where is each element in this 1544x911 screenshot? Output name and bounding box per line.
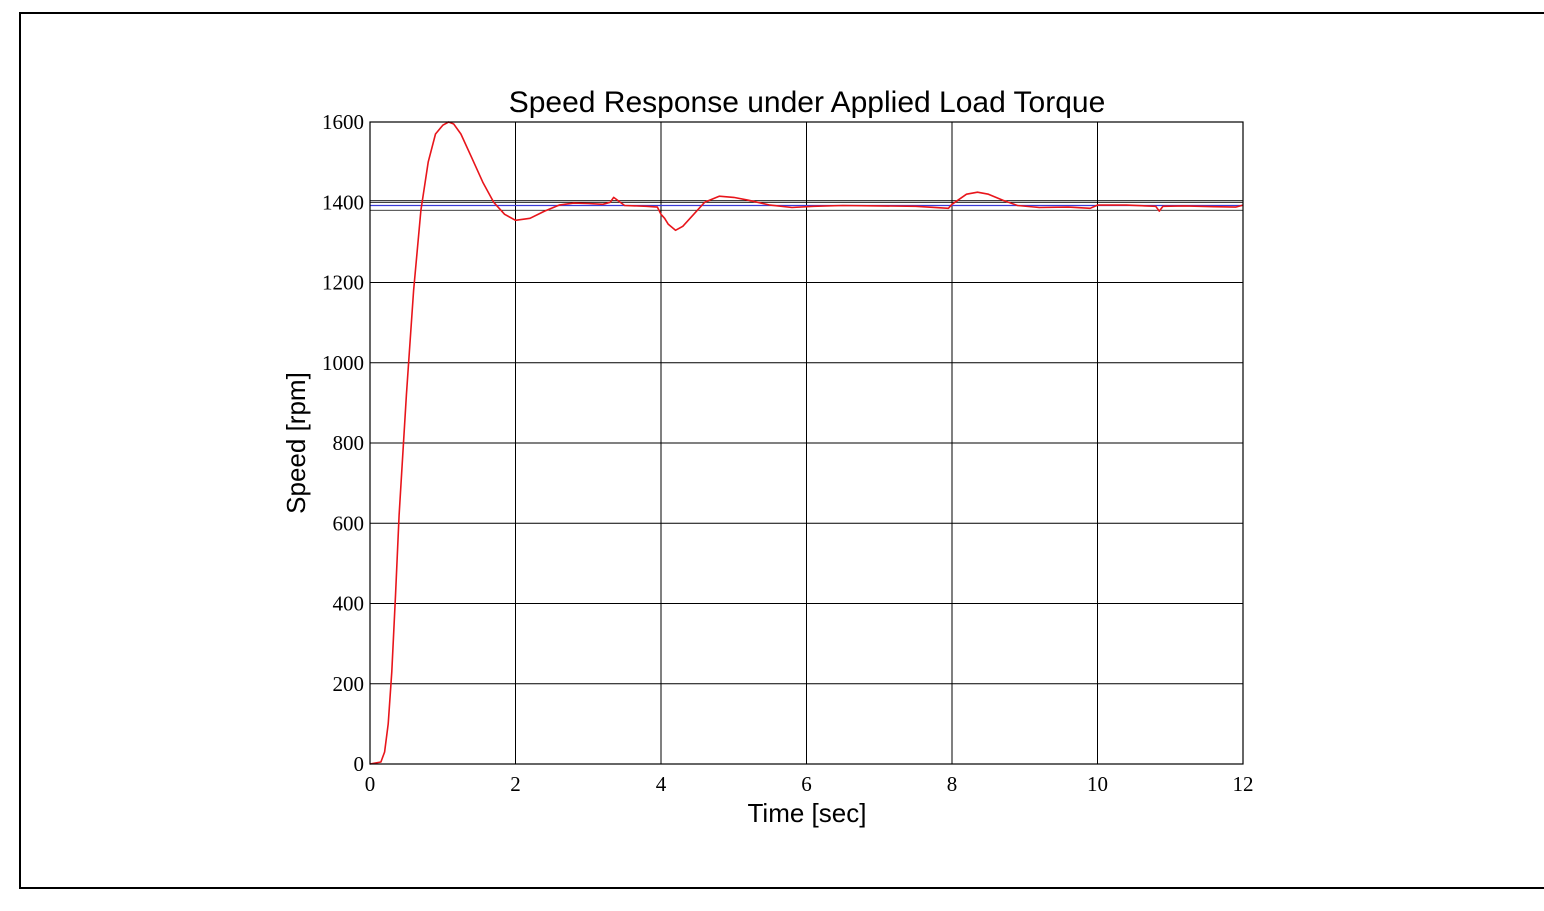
x-tick-label: 8 bbox=[947, 772, 958, 796]
y-tick-label: 0 bbox=[354, 752, 365, 776]
x-tick-label: 6 bbox=[801, 772, 812, 796]
series-line-speed bbox=[369, 121, 1244, 765]
y-tick-label: 400 bbox=[333, 592, 365, 616]
y-tick-label: 600 bbox=[333, 511, 365, 535]
y-tick-label: 800 bbox=[333, 431, 365, 455]
y-tick-label: 1400 bbox=[322, 190, 364, 214]
y-tick-label: 1000 bbox=[322, 351, 364, 375]
grid bbox=[369, 121, 1244, 765]
x-tick-label: 10 bbox=[1087, 772, 1108, 796]
y-axis-label: Speed [rpm] bbox=[281, 372, 311, 514]
x-tick-label: 12 bbox=[1233, 772, 1254, 796]
plot-area-border bbox=[369, 121, 1244, 765]
series-layer bbox=[369, 121, 1244, 765]
x-tick-labels: 0 2 4 6 8 10 12 bbox=[365, 772, 1254, 796]
y-tick-label: 1600 bbox=[322, 110, 364, 134]
reference-lines bbox=[370, 200, 1243, 211]
y-tick-labels: 0 200 400 600 800 1000 1200 1400 1600 bbox=[322, 110, 364, 776]
y-tick-label: 200 bbox=[333, 672, 365, 696]
chart-title: Speed Response under Applied Load Torque bbox=[509, 86, 1106, 119]
x-tick-label: 4 bbox=[656, 772, 667, 796]
x-tick-label: 2 bbox=[510, 772, 521, 796]
y-tick-label: 1200 bbox=[322, 271, 364, 295]
x-axis-label: Time [sec] bbox=[748, 798, 867, 828]
x-tick-label: 0 bbox=[365, 772, 376, 796]
chart-frame bbox=[19, 12, 1544, 889]
